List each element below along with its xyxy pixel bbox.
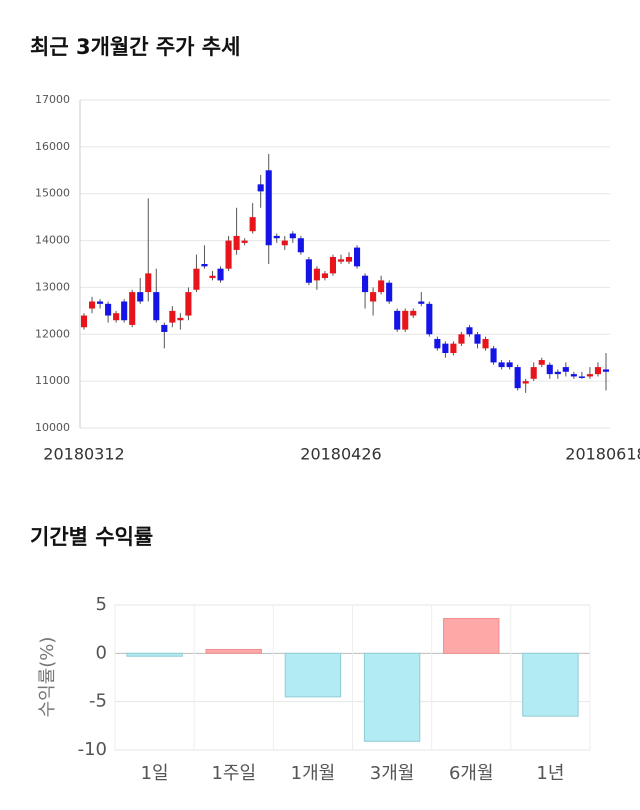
bar [363, 652, 421, 742]
candle-body [426, 303, 433, 335]
candle-body [129, 292, 136, 325]
candle-body [370, 292, 377, 302]
chart-title: 기간별 수익률 [30, 525, 153, 549]
candle-body [410, 310, 417, 316]
candle-body [193, 268, 200, 290]
candle-body [490, 348, 497, 363]
candle-body [145, 273, 152, 293]
chart-title: 최근 3개월간 주가 추세 [30, 35, 240, 59]
candle-body [450, 343, 457, 354]
candle-body [394, 310, 401, 330]
x-tick-label: 20180426 [300, 445, 381, 464]
candle-body [386, 282, 393, 302]
candle-body [482, 338, 489, 349]
y-tick-label: 16000 [35, 140, 70, 153]
candle-body [249, 217, 256, 232]
y-tick-label: 17000 [35, 93, 70, 106]
candle-body [217, 268, 224, 281]
x-tick-label: 1일 [141, 763, 169, 784]
candle-body [418, 301, 425, 304]
candle-body [578, 376, 585, 378]
candle-body [362, 275, 369, 293]
candle-body [570, 374, 577, 377]
candle-body [113, 313, 120, 321]
candle-body [353, 247, 361, 267]
candle-body [265, 170, 272, 246]
candle-body [169, 310, 176, 323]
candle-body [105, 303, 112, 316]
candle-body [257, 184, 264, 192]
candle-body [177, 317, 184, 321]
candle-body [209, 275, 216, 279]
x-tick-label: 1개월 [291, 763, 336, 784]
candle-body [185, 292, 192, 316]
y-tick-label: 12000 [35, 327, 70, 340]
y-tick-label: -5 [89, 691, 107, 712]
candle-body [88, 301, 96, 309]
candle-body [297, 238, 304, 253]
candle-body [498, 362, 505, 368]
x-tick-label: 1년 [536, 763, 564, 784]
bar [522, 652, 579, 717]
bar [126, 652, 183, 657]
candle-body [378, 280, 385, 293]
candle-body [273, 235, 280, 239]
x-tick-label: 20180618 [565, 445, 640, 464]
candle-body [562, 367, 569, 372]
candle-body [305, 259, 312, 283]
candle-body [586, 374, 593, 377]
y-tick-label: 15000 [35, 187, 70, 200]
y-tick-label: 0 [96, 642, 107, 663]
candle-body [225, 240, 232, 269]
y-axis-label: 수익률(%) [37, 637, 58, 718]
candle-body [137, 292, 144, 302]
candle-body [538, 360, 545, 365]
candle-body [153, 292, 160, 321]
candle-body [402, 310, 409, 330]
candle-body [337, 259, 345, 262]
candle-body [201, 264, 208, 267]
candle-body [313, 268, 320, 281]
y-tick-label: 14000 [35, 234, 70, 247]
candle-body [345, 256, 353, 262]
x-tick-label: 20180312 [43, 445, 124, 464]
candle-body [281, 240, 288, 246]
candle-body [241, 240, 248, 243]
candle-body [80, 315, 88, 328]
candle-body [506, 362, 513, 368]
candle-body [594, 367, 602, 375]
bar [205, 648, 262, 654]
bar [443, 618, 500, 654]
candle-body [161, 324, 168, 332]
candle-body [329, 256, 337, 274]
y-tick-label: 10000 [35, 421, 70, 434]
candle-body [442, 343, 449, 354]
candle-body [474, 334, 481, 344]
y-tick-label: 11000 [35, 374, 70, 387]
x-tick-label: 6개월 [449, 763, 494, 784]
candle-body [233, 235, 240, 250]
candle-body [97, 301, 104, 304]
candle-body [321, 273, 328, 279]
candle-body [554, 371, 561, 375]
candle-body [522, 381, 529, 384]
candle-body [546, 364, 553, 375]
y-tick-label: -10 [78, 739, 107, 760]
candle-body [530, 367, 537, 379]
candle-body [289, 233, 296, 239]
candle-body [458, 334, 465, 344]
candle-body [121, 301, 128, 321]
candle-body [434, 338, 441, 349]
candle-body [602, 369, 610, 372]
candle-body [514, 367, 521, 389]
x-tick-label: 3개월 [370, 763, 415, 784]
bar [284, 652, 342, 698]
candle-body [466, 327, 473, 335]
y-tick-label: 13000 [35, 280, 70, 293]
y-tick-label: 5 [96, 594, 107, 615]
x-tick-label: 1주일 [211, 763, 256, 784]
